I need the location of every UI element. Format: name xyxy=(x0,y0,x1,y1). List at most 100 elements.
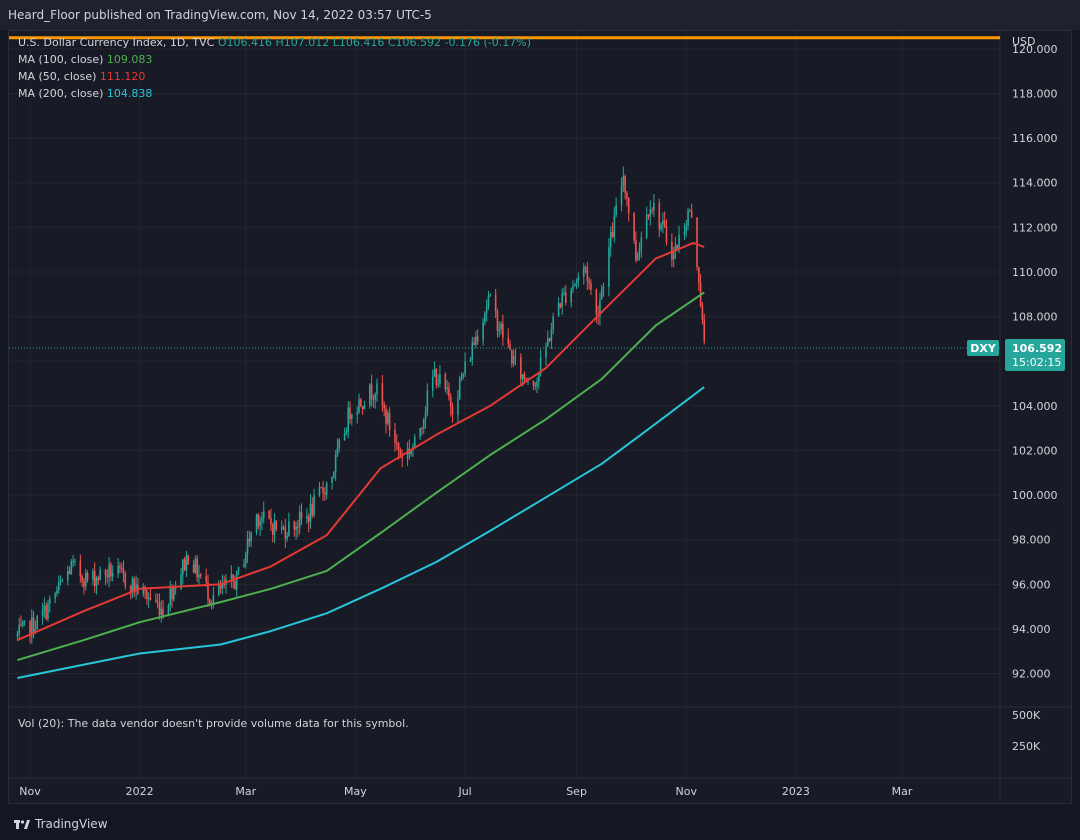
candle-body xyxy=(72,560,74,562)
candle-body xyxy=(356,412,359,415)
candle-body xyxy=(374,394,377,400)
ma100-label: MA (100, close) xyxy=(18,53,104,66)
candle-body xyxy=(234,581,236,590)
candle-body xyxy=(93,571,96,587)
candle-body xyxy=(600,288,603,300)
ohlc-close: C106.592 xyxy=(387,36,442,49)
candle-body xyxy=(273,520,276,535)
ma200-label: MA (200, close) xyxy=(18,87,104,100)
candle-body xyxy=(671,241,673,260)
candle-body xyxy=(246,538,249,554)
candle-body xyxy=(306,516,308,519)
candle-body xyxy=(196,558,199,578)
candle-body xyxy=(536,381,538,387)
ohlc-open: O106.416 xyxy=(217,36,272,49)
symbol-name: U.S. Dollar Currency Index, 1D, TVC xyxy=(18,36,215,49)
chart-panel[interactable] xyxy=(8,30,1072,804)
candle-body xyxy=(464,361,466,374)
candle-body xyxy=(698,266,700,284)
candle-body xyxy=(295,526,297,530)
candle-body xyxy=(370,384,373,399)
candle-body xyxy=(500,323,502,330)
candle-body xyxy=(250,532,252,542)
ohlc-change: -0.176 (-0.17%) xyxy=(444,36,531,49)
candle-body xyxy=(156,601,159,603)
candle-body xyxy=(311,504,314,516)
candle-body xyxy=(690,210,693,218)
tradingview-logo[interactable]: TradingView xyxy=(14,817,108,831)
candle-body xyxy=(146,590,148,599)
svg-text:DXY: DXY xyxy=(970,342,997,355)
candle-body xyxy=(56,590,58,594)
candle-body xyxy=(169,588,172,606)
candle-body xyxy=(129,586,132,593)
candle-body xyxy=(381,383,384,405)
candle-body xyxy=(182,559,184,575)
candle-body xyxy=(457,399,459,416)
candle-body xyxy=(45,605,47,619)
candle-body xyxy=(498,329,501,331)
candle-body xyxy=(397,443,400,451)
publish-info: Heard_Floor published on TradingView.com… xyxy=(8,8,432,22)
price-tick-label: 114.000 xyxy=(1012,177,1058,190)
candle-body xyxy=(309,504,312,523)
candle-body xyxy=(322,488,324,493)
candle-body xyxy=(119,565,121,568)
candle-body xyxy=(573,283,576,287)
candle-body xyxy=(406,448,409,459)
candle-body xyxy=(665,226,668,242)
candle-body xyxy=(149,597,152,600)
candle-body xyxy=(388,412,391,430)
symbol-legend[interactable]: U.S. Dollar Currency Index, 1D, TVC O106… xyxy=(18,36,531,49)
candle-body xyxy=(449,396,452,407)
candle-body xyxy=(561,293,563,307)
candle-body xyxy=(527,381,529,383)
ma50-legend[interactable]: MA (50, close) 111.120 xyxy=(18,70,145,83)
price-chart[interactable]: 120.000 118.000 116.000 114.000 112.000 110.0… xyxy=(0,0,1080,804)
time-tick-label: May xyxy=(344,785,367,798)
candle-body xyxy=(221,584,224,589)
candle-body xyxy=(36,616,38,630)
candle-body xyxy=(243,564,245,568)
candle-body xyxy=(401,456,403,459)
candle-body xyxy=(336,448,339,456)
candle-body xyxy=(539,357,542,375)
candle-body xyxy=(360,399,362,407)
candle-body xyxy=(230,574,233,580)
price-tick-label: 108.000 xyxy=(1012,311,1058,324)
price-tick-label: 120.000 xyxy=(1012,43,1058,56)
volume-tick-label: 500K xyxy=(1012,709,1041,722)
candle-body xyxy=(640,237,643,250)
currency-label: USD xyxy=(1012,35,1036,48)
candle-body xyxy=(651,209,653,211)
candle-body xyxy=(582,267,585,277)
candle-body xyxy=(372,398,375,400)
tradingview-logo-text: TradingView xyxy=(35,817,108,831)
candle-body xyxy=(41,610,44,617)
candlestick-series xyxy=(16,166,706,644)
candle-body xyxy=(545,346,547,358)
candle-body xyxy=(131,578,134,593)
candle-body xyxy=(385,408,387,424)
candle-body xyxy=(16,633,19,636)
candle-body xyxy=(205,576,207,583)
candle-body xyxy=(300,511,303,519)
candle-body xyxy=(663,220,666,227)
ma100-legend[interactable]: MA (100, close) 109.083 xyxy=(18,53,152,66)
time-tick-label: 2022 xyxy=(126,785,154,798)
ma200-legend[interactable]: MA (200, close) 104.838 xyxy=(18,87,152,100)
candle-body xyxy=(198,574,200,578)
candle-body xyxy=(83,580,85,587)
candle-body xyxy=(696,217,698,267)
candle-body xyxy=(645,214,648,238)
candle-body xyxy=(496,311,499,331)
price-tick-label: 92.000 xyxy=(1012,668,1051,681)
candle-body xyxy=(110,564,112,577)
candle-body xyxy=(282,527,285,529)
candle-body xyxy=(217,585,220,596)
price-tick-label: 116.000 xyxy=(1012,132,1058,145)
candle-body xyxy=(207,582,209,600)
volume-legend[interactable]: Vol (20): The data vendor doesn't provid… xyxy=(18,717,409,730)
candle-body xyxy=(395,442,398,444)
candle-body xyxy=(444,374,447,390)
